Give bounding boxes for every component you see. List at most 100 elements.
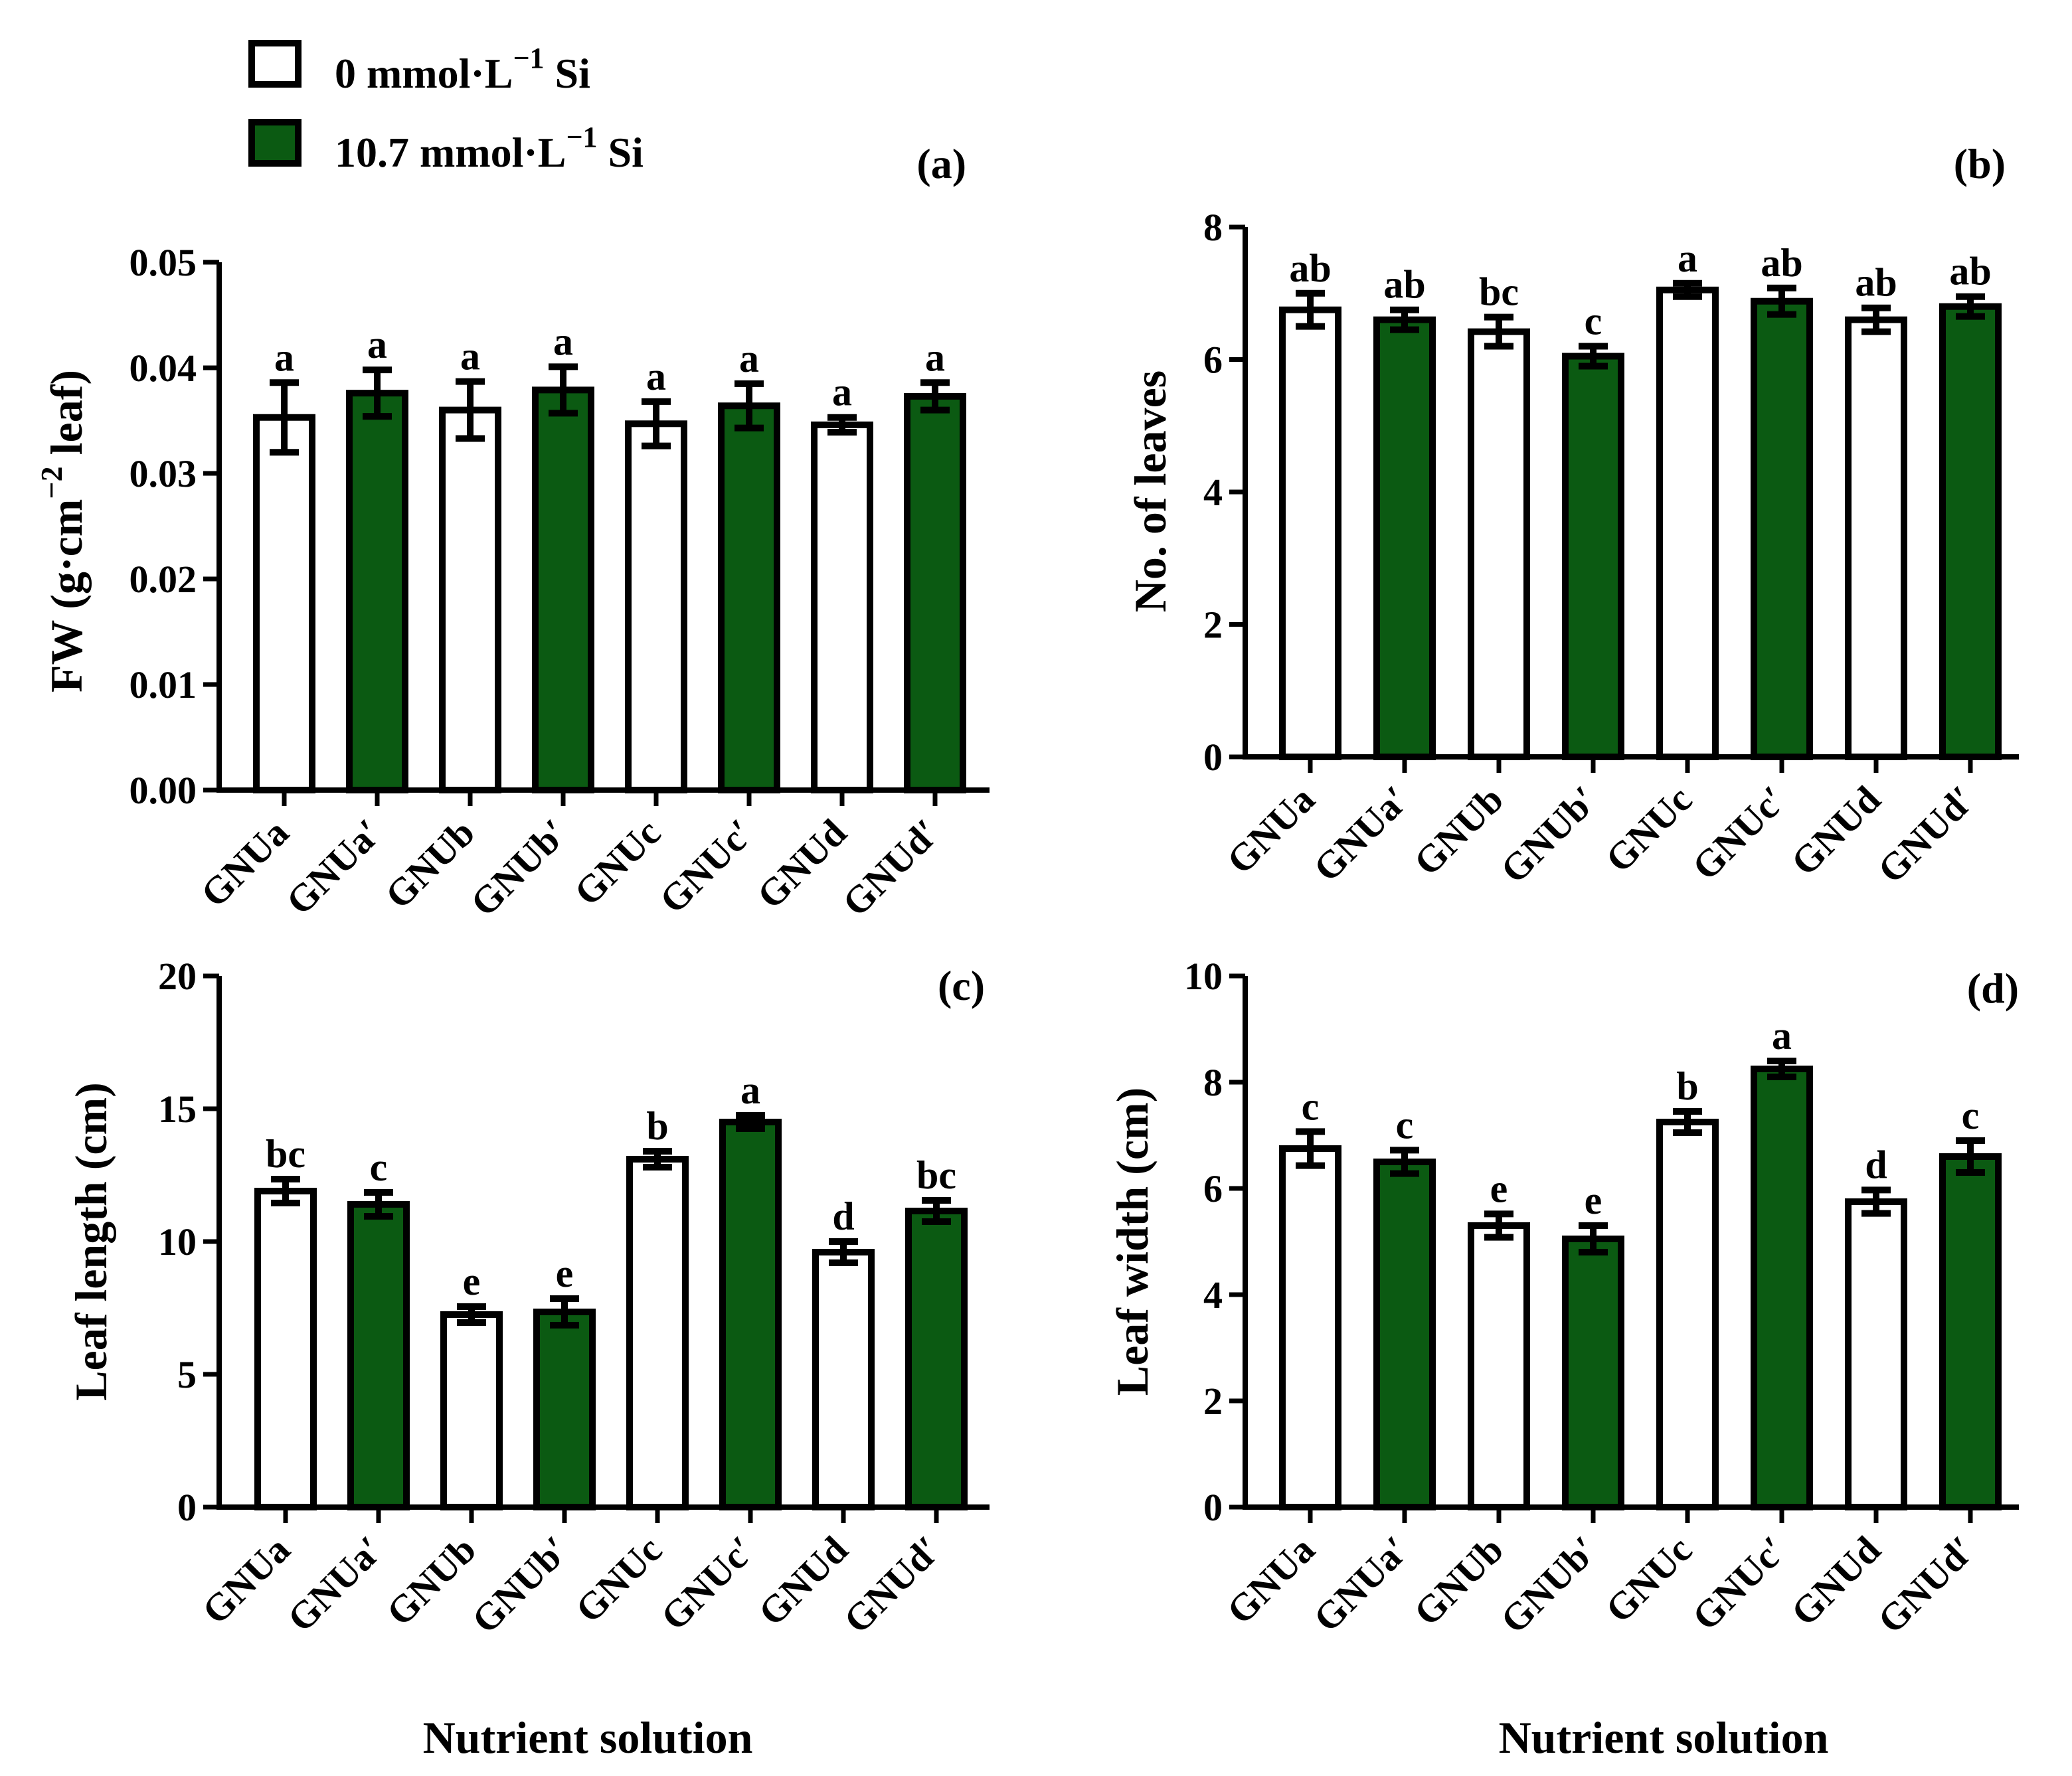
bar-b-4	[1562, 353, 1624, 760]
significance-letter-a-8: a	[925, 335, 945, 379]
x-tick-label-c-1: GNUa	[194, 1528, 299, 1633]
x-tick-label-d-8: GNUd′	[1869, 1528, 1983, 1641]
significance-letter-c-7: d	[832, 1194, 854, 1238]
bar-a-4	[532, 386, 594, 793]
x-tick-label-a-6: GNUc′	[651, 811, 762, 922]
error-bar-d-3	[1484, 1210, 1513, 1241]
significance-letter-c-5: b	[646, 1104, 668, 1148]
error-bar-c-7	[829, 1238, 858, 1266]
x-tick-label-a-2: GNUa′	[278, 811, 390, 923]
x-tick-label-d-1: GNUa	[1219, 1528, 1324, 1633]
bar-d-1	[1279, 1145, 1341, 1510]
significance-letter-a-3: a	[460, 335, 480, 378]
significance-letter-b-2: ab	[1383, 263, 1425, 307]
bar-b-5	[1656, 286, 1719, 760]
panel-label-b: (b)	[1954, 140, 2006, 187]
error-bar-d-6	[1767, 1058, 1796, 1080]
significance-letter-a-6: a	[739, 337, 759, 380]
y-tick-label-c-2: 5	[177, 1353, 197, 1396]
error-bar-d-5	[1673, 1108, 1702, 1136]
x-tick-label-b-8: GNUd′	[1869, 777, 1983, 891]
significance-letter-d-1: c	[1302, 1084, 1320, 1128]
bar-c-2	[347, 1201, 410, 1510]
y-tick-label-b-1: 0	[1203, 736, 1223, 779]
x-tick-label-b-2: GNUa′	[1305, 777, 1417, 890]
error-bar-c-3	[457, 1303, 486, 1326]
error-bar-d-2	[1390, 1147, 1419, 1177]
significance-letter-c-3: e	[463, 1259, 481, 1303]
y-tick-label-b-4: 6	[1203, 339, 1223, 382]
error-bar-a-3	[456, 378, 485, 442]
bar-b-2	[1373, 316, 1436, 760]
y-axis-title-c: Leaf length (cm)	[66, 1082, 116, 1401]
error-bar-a-7	[827, 414, 857, 436]
legend: 0 mmol·L−1 Si 10.7 mmol·L−1 Si	[248, 40, 644, 176]
x-axis-title-c: Nutrient solution	[423, 1712, 753, 1763]
bar-c-4	[533, 1309, 596, 1510]
bar-c-3	[440, 1311, 503, 1510]
error-bar-b-3	[1484, 313, 1513, 350]
x-tick-label-b-3: GNUb	[1405, 777, 1511, 884]
y-tick-label-c-1: 0	[177, 1486, 197, 1529]
x-tick-label-b-6: GNUc′	[1684, 777, 1794, 888]
significance-letter-a-2: a	[367, 323, 387, 366]
x-tick-label-c-2: GNUa′	[279, 1528, 391, 1640]
bar-d-7	[1845, 1198, 1907, 1510]
x-tick-label-d-7: GNUd	[1782, 1528, 1889, 1634]
bar-a-8	[904, 392, 966, 793]
bar-a-6	[718, 402, 780, 793]
x-tick-label-b-7: GNUd	[1782, 777, 1889, 884]
significance-letter-a-7: a	[832, 370, 852, 414]
error-bar-c-1	[271, 1176, 300, 1206]
bar-a-1	[253, 414, 315, 793]
bar-a-3	[439, 406, 501, 793]
x-tick-label-d-6: GNUc′	[1684, 1528, 1794, 1639]
y-tick-label-a-6: 0.05	[130, 241, 197, 284]
plot-area-a: a GNUa a GNUa′ a GNUb a GNUb′ a GNUc a GNUc′ a GNUd a G…	[130, 241, 990, 925]
significance-letter-a-5: a	[646, 355, 666, 398]
x-tick-label-d-4: GNUb′	[1492, 1528, 1606, 1641]
error-bar-a-6	[734, 380, 764, 432]
y-tick-label-d-2: 2	[1203, 1380, 1223, 1423]
x-tick-label-c-6: GNUc′	[652, 1528, 763, 1639]
y-axis-title-b: No. of leaves	[1125, 370, 1175, 612]
panel-d: c GNUa c GNUa′ e GNUb e GNUb′ b GNUc a GNUc′ d GNUd c G…	[1107, 955, 2019, 1763]
bar-c-8	[905, 1208, 968, 1510]
y-axis-title-d: Leaf width (cm)	[1107, 1088, 1158, 1396]
y-tick-label-a-4: 0.03	[130, 452, 197, 495]
significance-letter-b-7: ab	[1855, 261, 1897, 305]
panel-label-a: (a)	[916, 140, 966, 187]
bar-c-1	[254, 1188, 317, 1510]
x-tick-label-a-8: GNUd′	[834, 811, 948, 924]
significance-letter-a-4: a	[553, 319, 573, 363]
error-bar-c-4	[550, 1295, 579, 1329]
bar-b-7	[1845, 316, 1907, 760]
x-tick-label-a-5: GNUc	[566, 811, 669, 914]
error-bar-b-4	[1579, 343, 1608, 370]
y-tick-label-d-3: 4	[1203, 1273, 1223, 1317]
legend-label-silicon: 10.7 mmol·L−1 Si	[335, 121, 644, 176]
x-tick-label-a-1: GNUa	[193, 811, 298, 916]
significance-letter-c-6: a	[740, 1068, 760, 1112]
x-tick-label-c-3: GNUb	[378, 1528, 484, 1634]
y-axis-title-a: FW (g·cm−2 leaf)	[35, 370, 92, 692]
y-tick-label-d-4: 6	[1203, 1167, 1223, 1210]
panel-b: ab GNUa ab GNUa′ bc GNUb c GNUb′ a GNUc ab GNUc′ ab G…	[1125, 140, 2019, 892]
x-tick-label-a-3: GNUb	[377, 811, 483, 917]
significance-letter-d-8: c	[1962, 1093, 1980, 1137]
bar-b-1	[1279, 306, 1341, 760]
error-bar-b-6	[1767, 284, 1796, 318]
bar-c-6	[719, 1119, 782, 1510]
bar-d-4	[1562, 1236, 1624, 1510]
error-bar-a-5	[642, 398, 671, 449]
error-bar-a-1	[270, 379, 299, 456]
legend-swatch-silicon	[248, 119, 302, 167]
y-tick-label-d-1: 0	[1203, 1486, 1223, 1529]
significance-letter-c-8: bc	[916, 1153, 956, 1197]
bar-d-6	[1751, 1066, 1813, 1510]
y-tick-label-b-3: 4	[1203, 471, 1223, 514]
x-tick-label-d-2: GNUa′	[1305, 1528, 1417, 1640]
significance-letter-d-5: b	[1676, 1064, 1698, 1108]
panel-label-c: (c)	[938, 962, 985, 1009]
